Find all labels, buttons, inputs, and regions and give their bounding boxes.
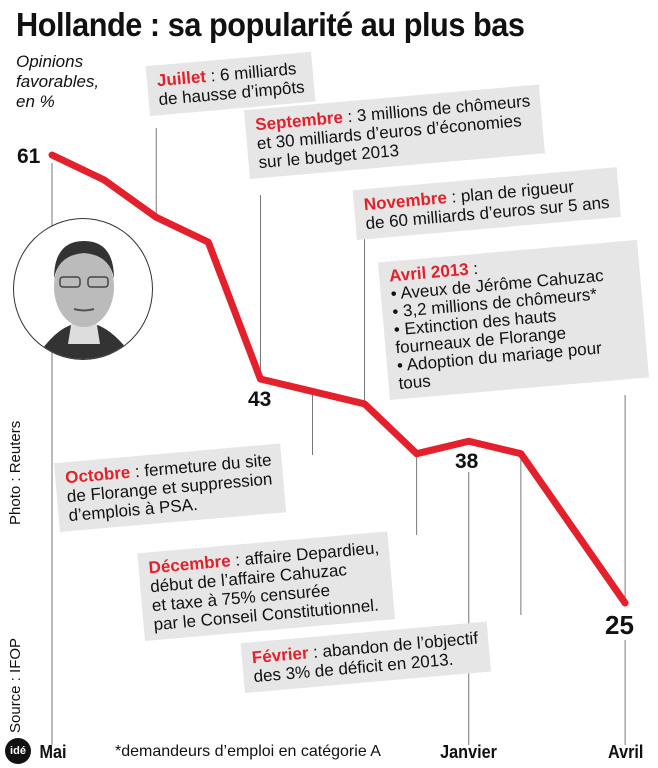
data-label-mai: 61 [17,145,41,168]
publisher-logo: idé [5,738,31,764]
data-label-janvier: 38 [455,450,479,473]
portrait-icon [35,241,135,359]
data-label-septembre: 43 [248,388,272,411]
page-title: Hollande : sa popularité au plus bas [16,6,525,43]
subtitle-line: en % [16,92,55,111]
event-text: : [467,258,479,279]
portrait-photo [13,218,153,360]
chart-subtitle: Opinions favorables, en % [16,52,99,112]
x-tick-mai: Mai [39,742,67,762]
data-label-avril: 25 [605,610,634,640]
photo-credit: Photo : Reuters [7,420,24,525]
subtitle-line: favorables, [16,72,100,91]
x-tick-avril: Avril [607,742,644,762]
subtitle-line: Opinions [16,52,84,71]
event-avril: Avril 2013 : Aveux de Jérôme Cahuzac 3,2… [377,239,650,400]
source-label: Source : IFOP [7,637,24,733]
popularity-line [48,151,629,607]
footnote: *demandeurs d’emploi en catégorie A [115,743,381,760]
x-tick-janvier: Janvier [440,742,497,762]
